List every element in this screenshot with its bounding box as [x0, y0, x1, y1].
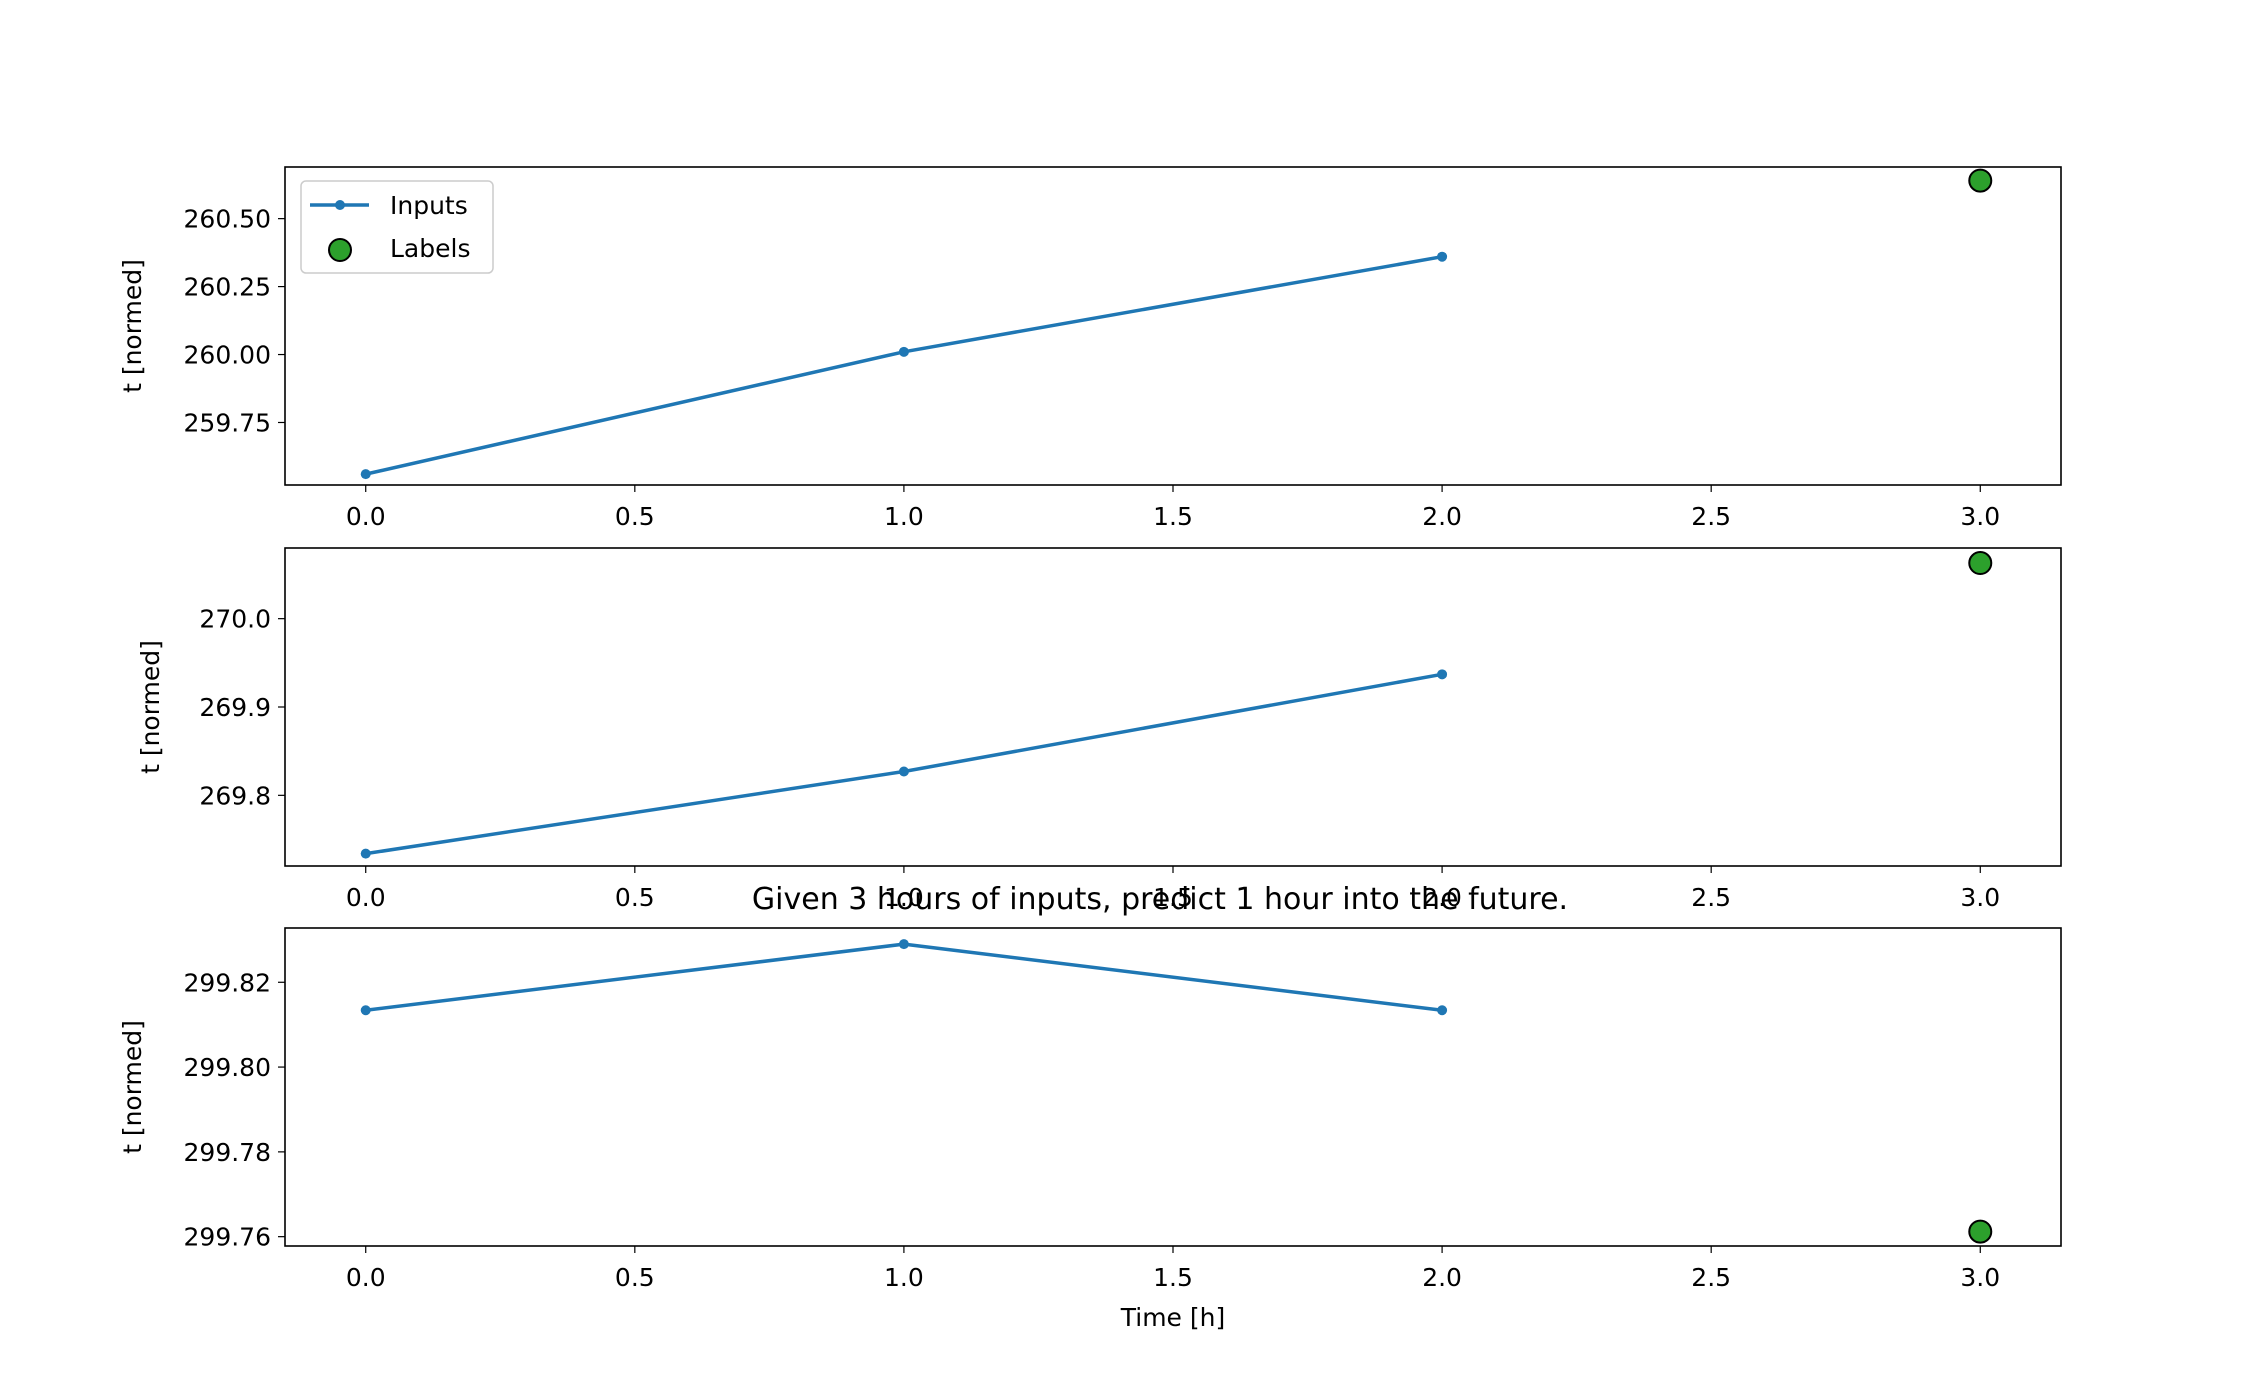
inputs-point [360, 469, 371, 480]
x-tick-label: 0.0 [346, 1263, 386, 1292]
y-tick-label: 260.25 [184, 273, 271, 302]
labels-point [1968, 551, 1993, 576]
inputs-point [1437, 1005, 1448, 1016]
y-axis-label: t [normed] [136, 640, 165, 774]
y-tick-label: 299.76 [184, 1223, 271, 1252]
x-tick-label: 2.5 [1691, 1263, 1731, 1292]
x-tick-label: 1.5 [1153, 883, 1193, 912]
inputs-point [360, 848, 371, 859]
x-tick-label: 2.0 [1422, 502, 1462, 531]
inputs-point [898, 346, 909, 357]
x-tick-label: 2.5 [1691, 502, 1731, 531]
inputs-point [898, 939, 909, 950]
subplot-2: 0.0 0.5 1.0 1.5 2.0 2.5 3.0 269.8 269.9 270.0 t [n… [136, 547, 2062, 912]
x-tick-label: 1.5 [1153, 502, 1193, 531]
x-tick-label: 0.5 [615, 1263, 655, 1292]
legend: Inputs Labels [300, 180, 494, 274]
y-tick-label: 299.82 [184, 968, 271, 997]
legend-labels-marker [328, 238, 352, 262]
y-tick-label: 269.9 [199, 693, 271, 722]
x-tick-label: 1.0 [884, 1263, 924, 1292]
subplots: 0.0 0.5 1.0 1.5 2.0 2.5 3.0 259.75 260.00 260.25 2… [118, 166, 2062, 1332]
y-axis-label: t [normed] [118, 259, 147, 393]
legend-inputs-marker [335, 200, 345, 210]
y-tick-label: 299.78 [184, 1138, 271, 1167]
inputs-point [1437, 669, 1448, 680]
x-tick-label: 1.0 [884, 883, 924, 912]
x-axis-label: Time [h] [1120, 1303, 1225, 1332]
y-axis-label: t [normed] [118, 1020, 147, 1154]
inputs-point [360, 1005, 371, 1016]
x-tick-label: 3.0 [1960, 883, 2000, 912]
x-tick-label: 2.5 [1691, 883, 1731, 912]
inputs-point [1437, 251, 1448, 262]
y-tick-label: 269.8 [199, 781, 271, 810]
y-tick-label: 260.00 [184, 341, 271, 370]
x-tick-label: 3.0 [1960, 1263, 2000, 1292]
axes-frame [284, 927, 2062, 1247]
y-tick-label: 299.80 [184, 1053, 271, 1082]
axes-frame [284, 547, 2062, 867]
x-tick-label: 0.5 [615, 883, 655, 912]
x-tick-label: 3.0 [1960, 502, 2000, 531]
y-tick-label: 270.0 [199, 605, 271, 634]
y-tick-label: 260.50 [184, 205, 271, 234]
x-tick-label: 2.0 [1422, 883, 1462, 912]
figure-title: Given 3 hours of inputs, predict 1 hour … [752, 882, 1568, 917]
labels-point [1968, 1219, 1993, 1244]
x-tick-label: 0.0 [346, 502, 386, 531]
subplot-3: 0.0 0.5 1.0 1.5 2.0 2.5 3.0 299.76 299.78 299.80 2… [118, 927, 2062, 1332]
legend-labels-label: Labels [390, 234, 470, 263]
subplot-1: 0.0 0.5 1.0 1.5 2.0 2.5 3.0 259.75 260.00 260.25 2… [118, 166, 2062, 531]
x-tick-label: 1.5 [1153, 1263, 1193, 1292]
axes-frame [284, 166, 2062, 486]
y-tick-label: 259.75 [184, 408, 271, 437]
x-tick-label: 1.0 [884, 502, 924, 531]
x-tick-label: 0.5 [615, 502, 655, 531]
labels-point [1968, 168, 1993, 193]
x-tick-label: 2.0 [1422, 1263, 1462, 1292]
legend-inputs-label: Inputs [390, 191, 468, 220]
inputs-point [898, 766, 909, 777]
x-tick-label: 0.0 [346, 883, 386, 912]
